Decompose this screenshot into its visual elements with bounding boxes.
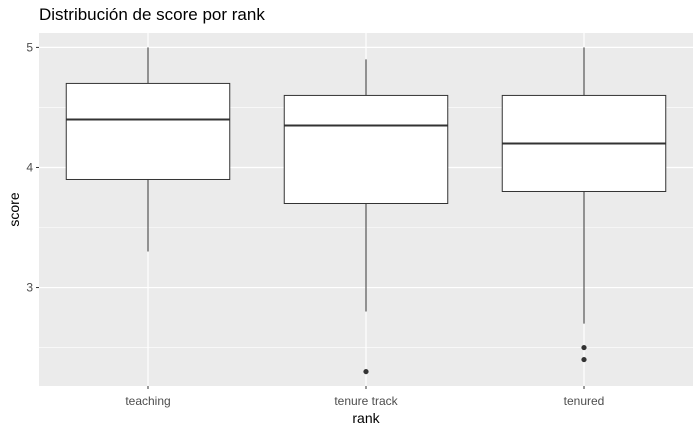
y-tick-label: 4 bbox=[26, 160, 33, 174]
outlier-point bbox=[581, 356, 587, 363]
outlier-point bbox=[363, 368, 369, 375]
x-axis: teaching tenure track tenured bbox=[125, 386, 604, 408]
x-tick-label: tenure track bbox=[334, 394, 398, 408]
y-axis-title: score bbox=[6, 192, 22, 226]
outlier-point bbox=[581, 344, 587, 351]
y-axis: 3 4 5 bbox=[26, 40, 39, 295]
x-tick-label: tenured bbox=[564, 394, 605, 408]
x-axis-title: rank bbox=[352, 410, 380, 426]
box-iqr bbox=[65, 82, 231, 180]
x-tick-label: teaching bbox=[125, 394, 170, 408]
y-tick-label: 3 bbox=[26, 281, 33, 295]
box-tenure-track bbox=[283, 59, 449, 375]
box-iqr bbox=[283, 94, 449, 204]
chart-title: Distribución de score por rank bbox=[39, 5, 265, 24]
y-tick-label: 5 bbox=[26, 40, 33, 54]
box-series bbox=[65, 47, 667, 375]
box-teaching bbox=[65, 47, 231, 252]
box-tenured bbox=[501, 47, 667, 363]
